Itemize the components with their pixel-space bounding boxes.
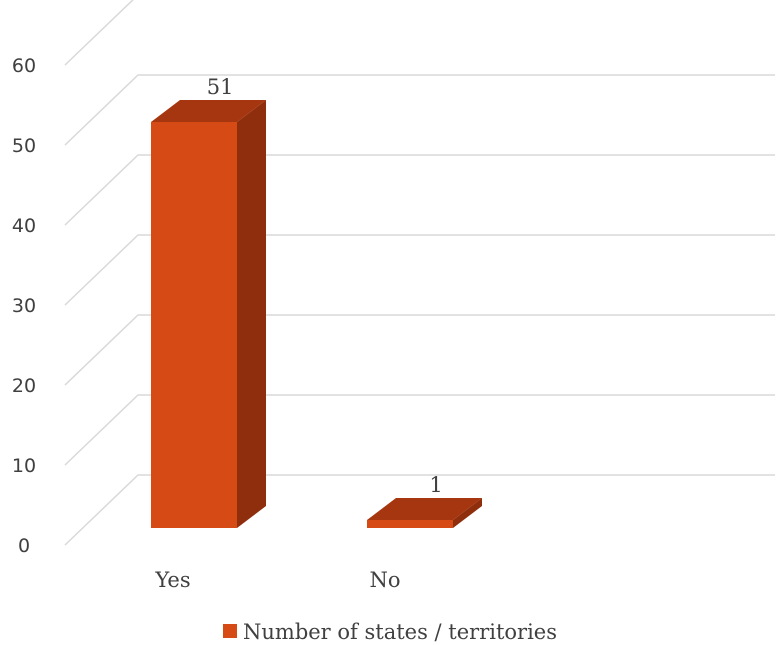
gridline	[64, 474, 775, 546]
bar-top	[151, 100, 266, 122]
x-category-label: Yes	[154, 568, 190, 592]
y-tick-label: 20	[12, 375, 36, 397]
y-tick-label: 50	[12, 135, 36, 157]
bars	[151, 100, 482, 528]
gridline	[64, 154, 775, 226]
gridline	[64, 0, 134, 66]
legend-swatch	[223, 624, 237, 638]
x-category-label: No	[369, 568, 400, 592]
bar-side	[453, 498, 482, 528]
y-tick-label: 60	[12, 55, 36, 77]
legend: Number of states / territories	[223, 620, 557, 644]
gridlines	[64, 0, 775, 546]
bar-no	[367, 498, 482, 528]
bar-side	[237, 100, 266, 528]
y-tick-label: 10	[12, 455, 36, 477]
data-label: 51	[207, 75, 234, 99]
y-tick-label: 30	[12, 295, 36, 317]
x-axis-categories: Yes No	[154, 568, 400, 592]
data-labels: 51 1	[207, 75, 443, 497]
bar-front	[367, 520, 453, 528]
gridline	[64, 314, 775, 386]
y-axis-ticks: 0 10 20 30 40 50 60	[12, 55, 36, 557]
y-tick-label: 0	[18, 535, 30, 557]
data-label: 1	[429, 473, 442, 497]
bar-yes	[151, 100, 266, 528]
y-tick-label: 40	[12, 215, 36, 237]
bar-top	[367, 498, 482, 520]
gridline	[64, 74, 775, 146]
gridline	[64, 394, 775, 466]
bar-front	[151, 122, 237, 528]
gridline	[64, 234, 775, 306]
legend-label: Number of states / territories	[243, 620, 557, 644]
